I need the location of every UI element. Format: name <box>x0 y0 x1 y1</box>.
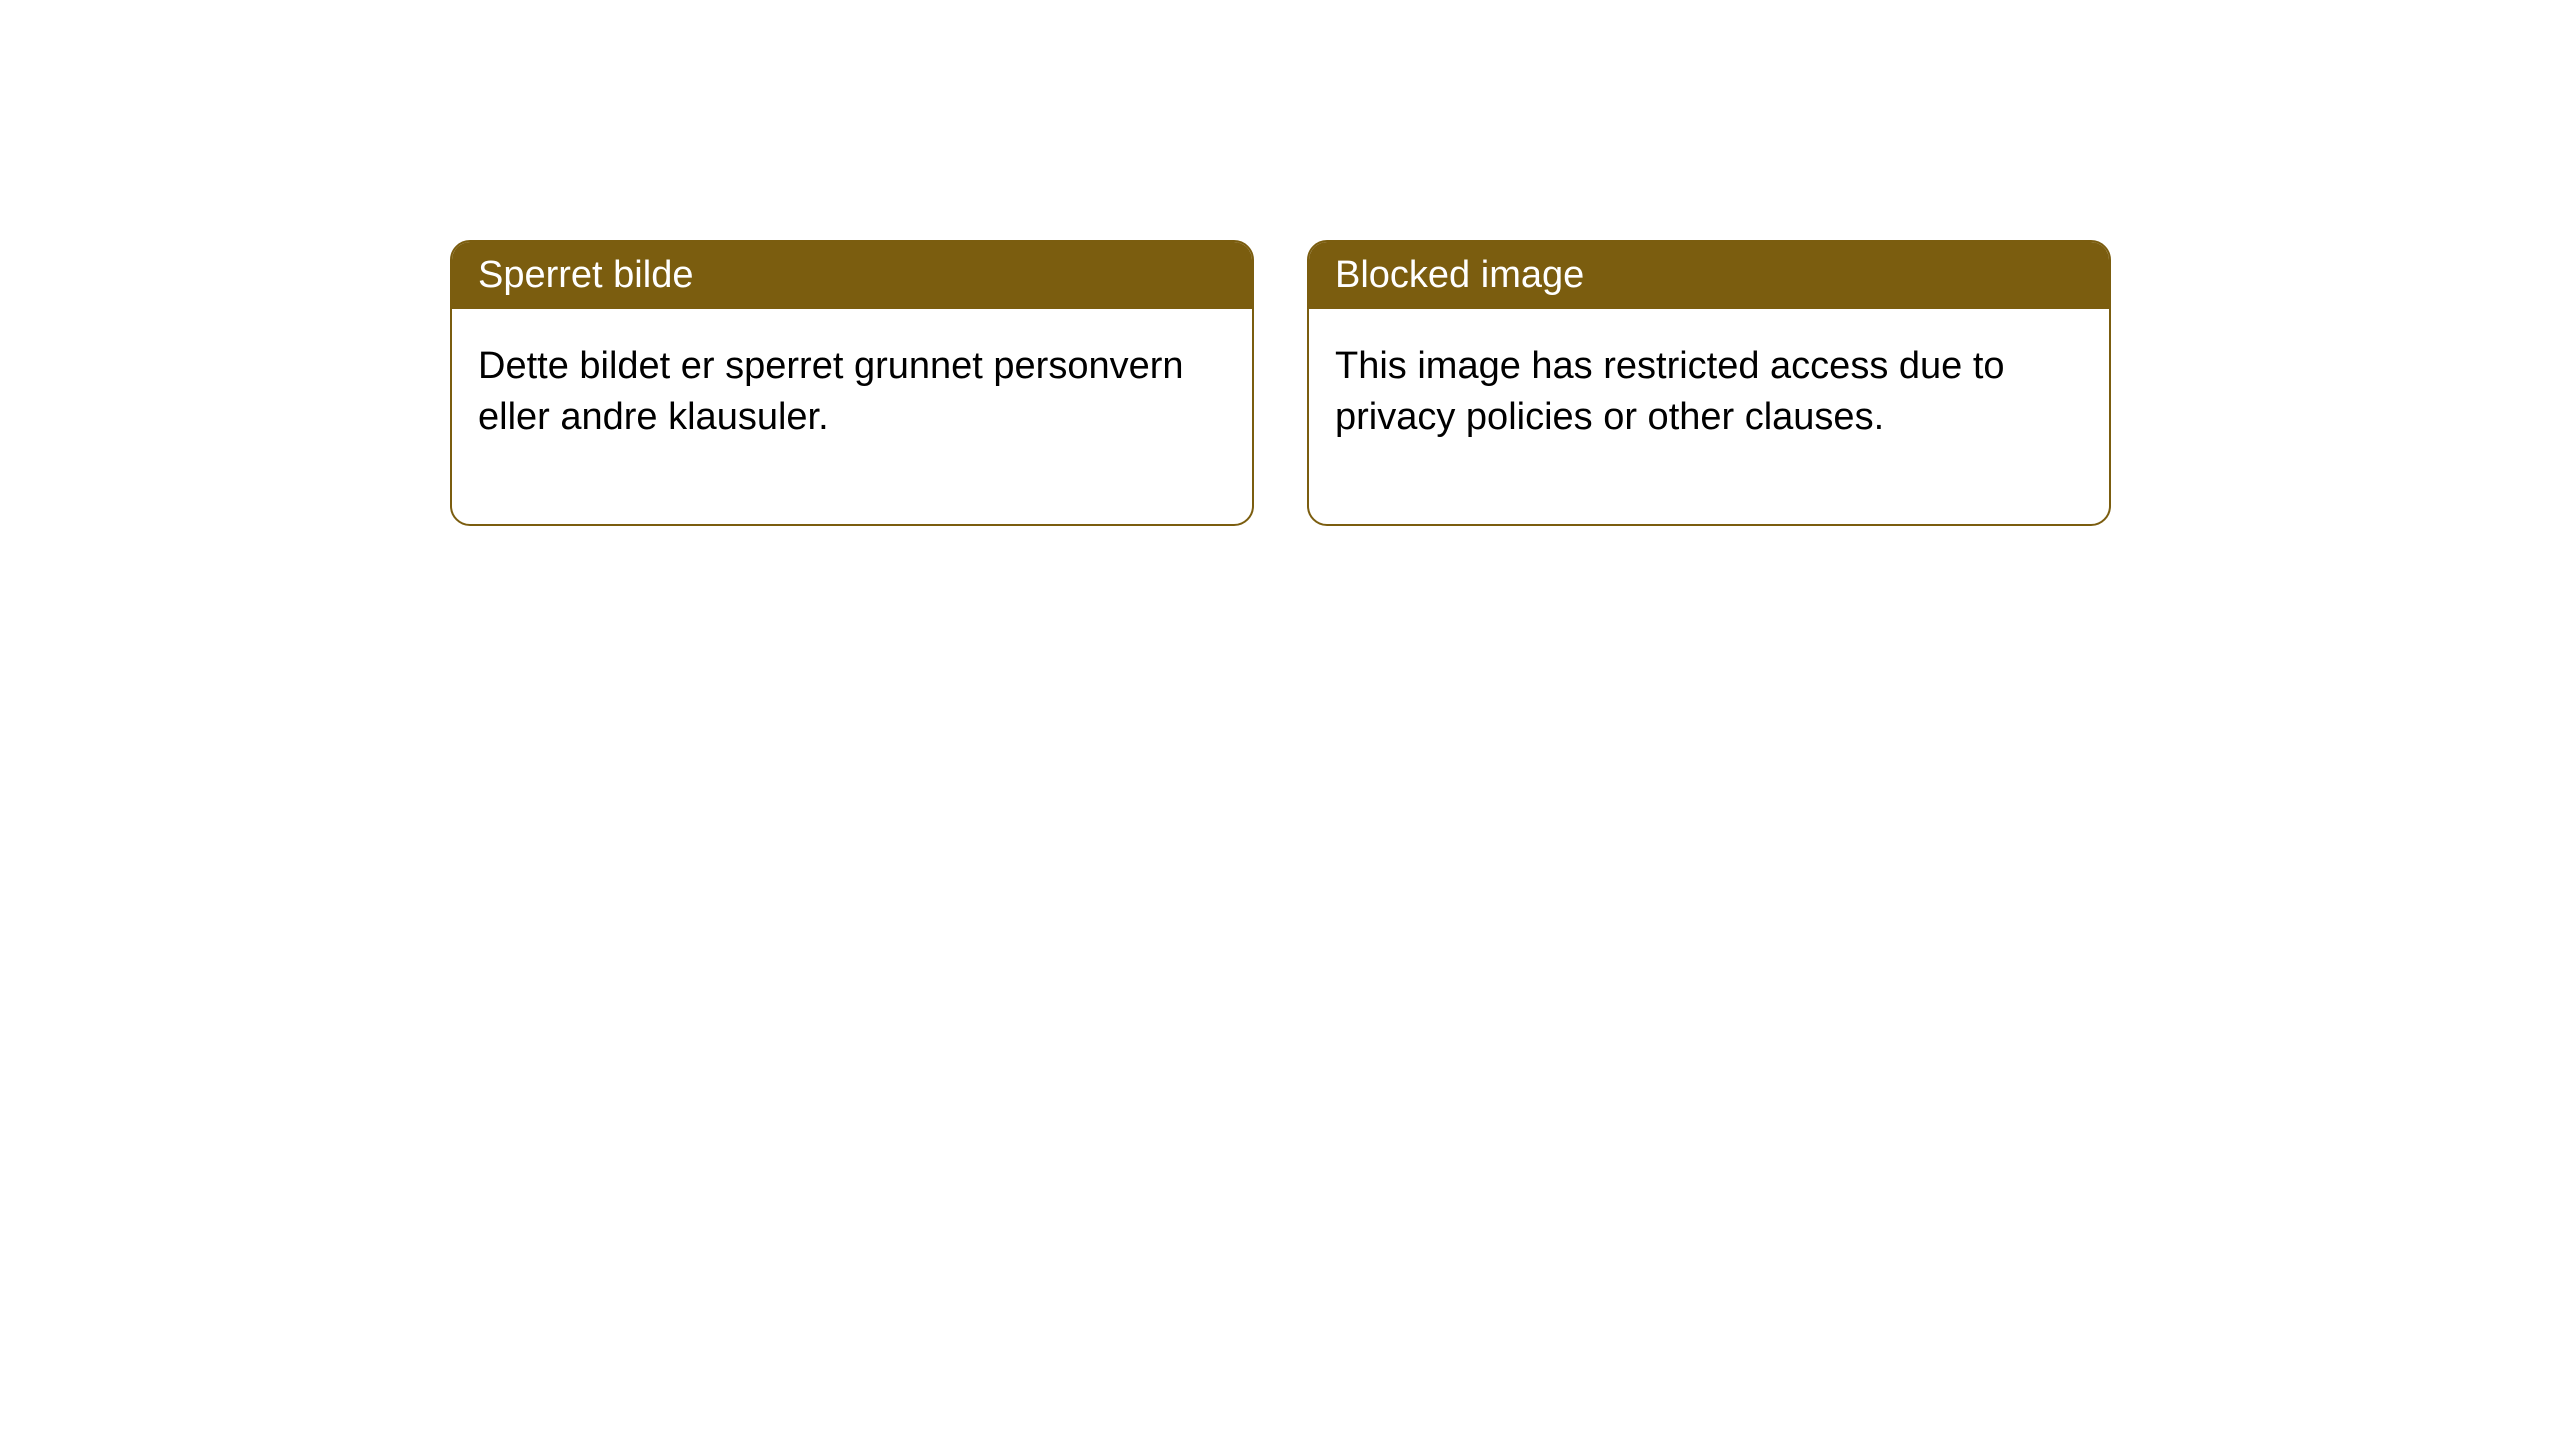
notice-body: This image has restricted access due to … <box>1309 309 2109 524</box>
notice-header: Sperret bilde <box>452 242 1252 309</box>
notice-title: Blocked image <box>1335 254 1584 296</box>
notice-body: Dette bildet er sperret grunnet personve… <box>452 309 1252 524</box>
notice-header: Blocked image <box>1309 242 2109 309</box>
notice-title: Sperret bilde <box>478 254 693 296</box>
notice-text: This image has restricted access due to … <box>1335 345 2005 438</box>
notice-container: Sperret bilde Dette bildet er sperret gr… <box>450 240 2111 526</box>
notice-card-en: Blocked image This image has restricted … <box>1307 240 2111 526</box>
notice-card-no: Sperret bilde Dette bildet er sperret gr… <box>450 240 1254 526</box>
notice-text: Dette bildet er sperret grunnet personve… <box>478 345 1184 438</box>
